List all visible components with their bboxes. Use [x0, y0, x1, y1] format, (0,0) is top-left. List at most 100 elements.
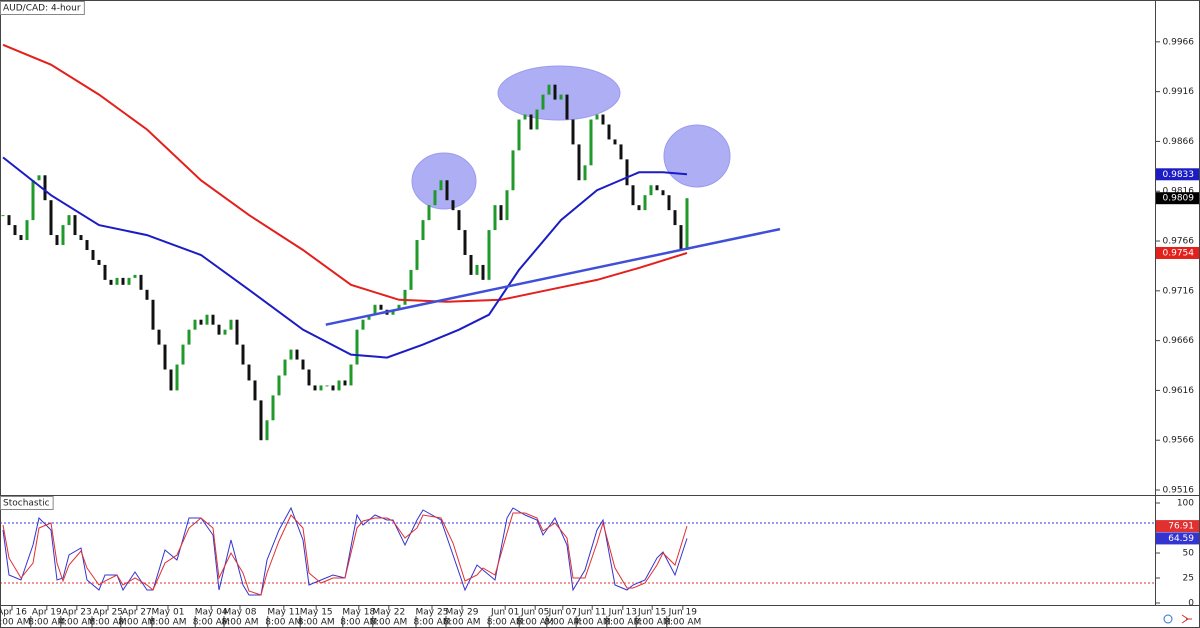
candle — [1, 215, 5, 217]
candle — [547, 84, 551, 95]
candle — [403, 289, 407, 305]
candle — [205, 314, 209, 325]
candle — [289, 349, 293, 360]
candle — [217, 324, 221, 335]
x-tick-label: Apr 19 — [32, 608, 62, 618]
x-time-label: 8:00 AM — [370, 618, 407, 628]
candle — [493, 205, 497, 231]
y-tick-label: 50 — [1183, 549, 1195, 559]
icon[interactable] — [1163, 614, 1173, 624]
candle — [115, 277, 119, 285]
candle — [301, 359, 305, 370]
candle — [199, 319, 203, 325]
panel-title: AUD/CAD: 4-hour — [3, 4, 81, 14]
x-tick-label: May 11 — [267, 608, 300, 618]
price-panel — [1, 43, 781, 441]
x-time-label: 8:00 AM — [544, 618, 581, 628]
candle — [619, 144, 623, 160]
candle — [349, 364, 353, 386]
candle — [463, 230, 467, 255]
candle — [343, 380, 347, 386]
candle — [97, 259, 101, 265]
y-tick-label: 0.9716 — [1163, 286, 1195, 296]
candle — [487, 230, 491, 280]
candle — [307, 369, 311, 386]
candle — [337, 380, 341, 391]
icon[interactable] — [1181, 614, 1192, 624]
candle — [61, 225, 65, 246]
x-time-label: 4:00 AM — [574, 618, 611, 628]
series-line — [2, 43, 688, 303]
x-time-label: 8:00 AM — [90, 618, 127, 628]
candle — [241, 344, 245, 365]
candle — [445, 180, 449, 201]
x-time-label: 8:00 AM — [222, 618, 259, 628]
candle — [679, 225, 683, 250]
candle — [175, 364, 179, 391]
y-tick-label: 0.9516 — [1163, 486, 1195, 496]
candle — [103, 264, 107, 280]
panel-title-box — [0, 1, 85, 15]
series-line — [2, 506, 688, 596]
candle — [79, 235, 83, 241]
x-tick-label: Jun 01 — [490, 608, 519, 618]
candle — [253, 380, 257, 401]
candle — [163, 344, 167, 370]
x-time-label: 8:00 AM — [634, 618, 671, 628]
candle — [631, 185, 635, 206]
bottom-icons — [1163, 614, 1192, 624]
x-tick-label: May 15 — [300, 608, 333, 618]
candle — [31, 180, 35, 221]
candle — [601, 114, 605, 125]
candle — [637, 205, 641, 211]
candle — [355, 329, 359, 365]
candle — [481, 264, 485, 280]
candle — [247, 364, 251, 381]
candle — [583, 165, 587, 181]
candle — [553, 84, 557, 100]
y-tick-label: 100 — [1177, 499, 1194, 509]
x-tick-label: Jun 07 — [548, 608, 577, 618]
candle — [427, 205, 431, 221]
candle — [319, 385, 323, 391]
value-badge — [1156, 192, 1199, 205]
candle — [127, 277, 131, 285]
candle — [235, 319, 239, 345]
y-tick-label: 0.9816 — [1163, 187, 1195, 197]
candle — [169, 369, 173, 391]
candle — [439, 180, 443, 191]
candle — [211, 314, 215, 325]
candle — [433, 190, 437, 206]
highlight-ellipse — [663, 124, 731, 188]
candle — [559, 94, 563, 100]
candle — [73, 215, 77, 236]
candle — [373, 304, 377, 315]
candle — [505, 190, 509, 221]
x-tick-label: Apr 16 — [0, 608, 27, 618]
x-time-label: 8:00 AM — [118, 618, 155, 628]
x-time-label: 8:00 AM — [664, 618, 701, 628]
x-time-label: 8:00 AM — [340, 618, 377, 628]
value-badge-label: 64.59 — [1168, 534, 1194, 544]
value-badge-label: 0.9833 — [1163, 170, 1195, 180]
x-tick-label: May 08 — [224, 608, 257, 618]
candle — [37, 175, 41, 181]
candle — [181, 344, 185, 365]
candle — [43, 175, 47, 201]
candle — [25, 220, 29, 241]
x-tick-label: Jun 13 — [608, 608, 637, 618]
candle — [91, 249, 95, 260]
x-time-label: 8:00 AM — [604, 618, 641, 628]
candle — [451, 200, 455, 211]
highlight-ellipse — [411, 152, 477, 210]
series-line — [2, 156, 688, 359]
candle — [49, 200, 53, 236]
x-tick-label: Jun 11 — [577, 608, 606, 618]
candle — [151, 299, 155, 330]
candle — [595, 114, 599, 120]
candle — [475, 264, 479, 275]
candle — [469, 254, 473, 275]
candle — [661, 190, 665, 196]
candle — [613, 139, 617, 145]
